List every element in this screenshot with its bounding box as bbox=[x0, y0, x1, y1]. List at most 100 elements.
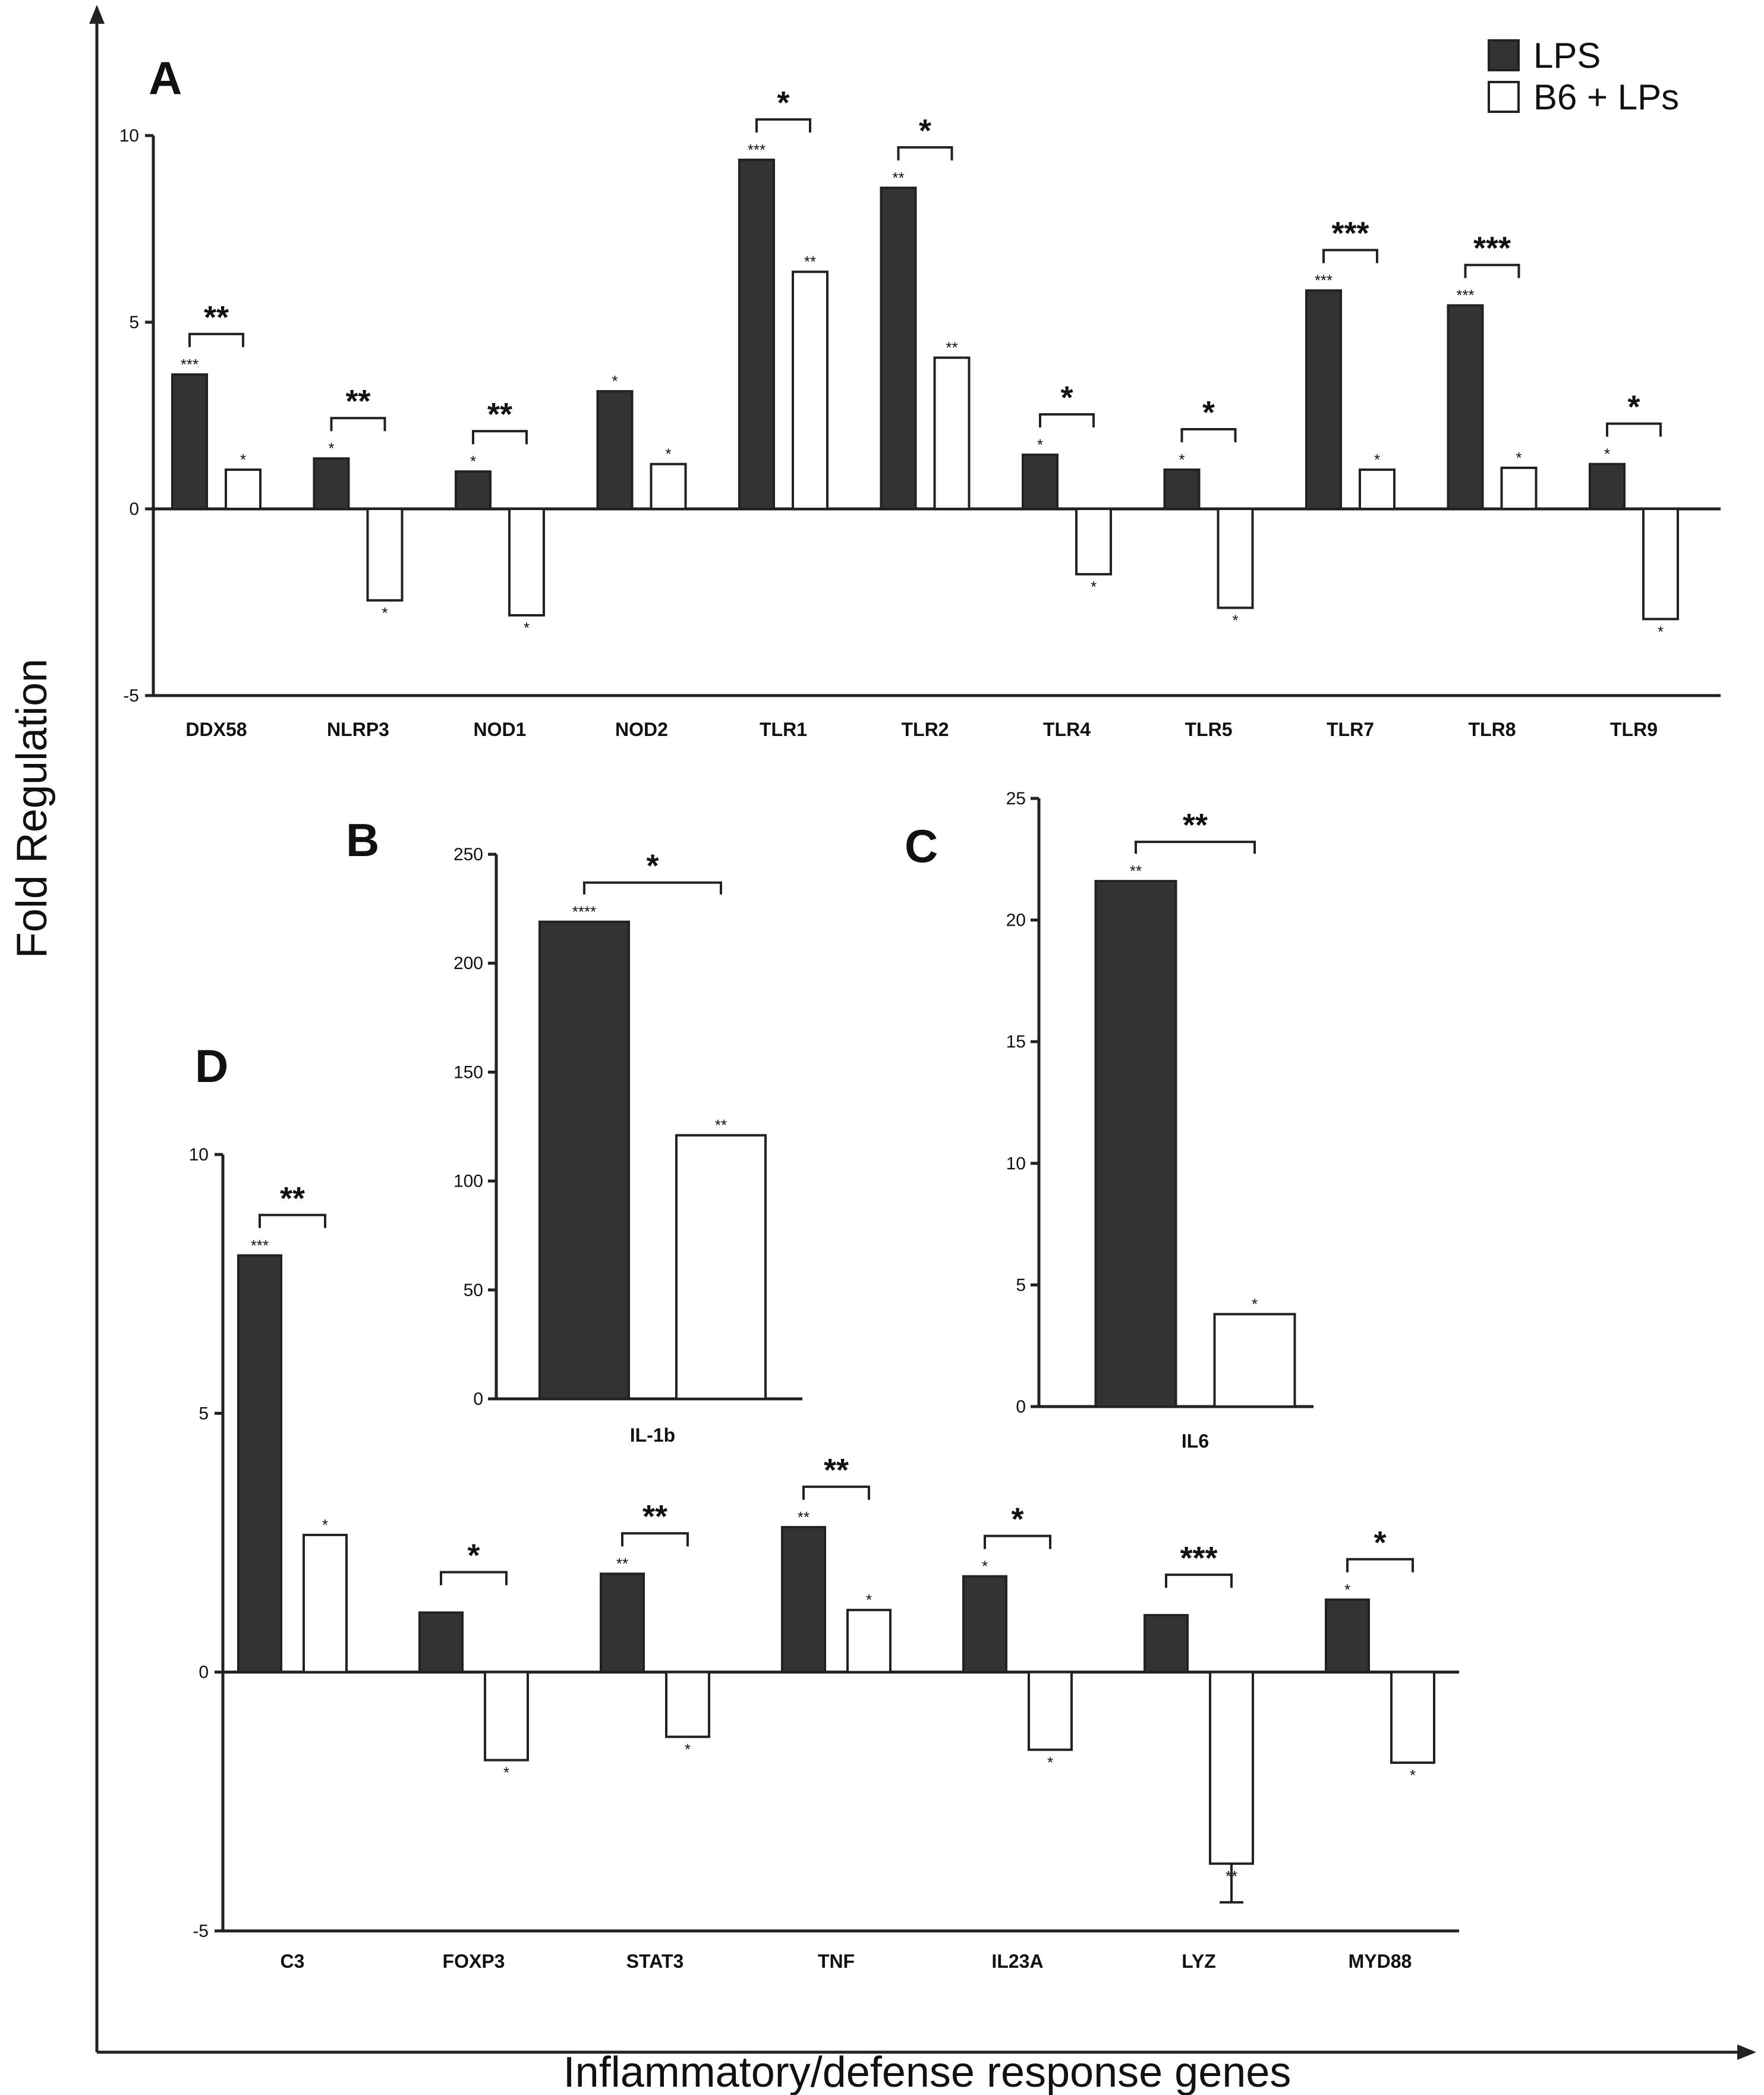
bracket-a-tlr2 bbox=[897, 146, 953, 161]
sig-b-il-1b-b6-lps: ** bbox=[715, 1116, 727, 1134]
bracket-sig-a-tlr4: * bbox=[1060, 380, 1073, 416]
sig-a-tlr2-b6-lps: ** bbox=[946, 339, 957, 357]
bracket-a-tlr5 bbox=[1180, 428, 1237, 443]
legend-label-b6-lps: B6 + LPs bbox=[1533, 77, 1679, 117]
figure-x-axis-title: Inflammatory/defense response genes bbox=[563, 2049, 1292, 2095]
sig-a-nod2-lps: * bbox=[612, 372, 618, 390]
sig-a-tlr8-lps: *** bbox=[1456, 287, 1474, 304]
bracket-a-tlr7 bbox=[1322, 248, 1378, 263]
bracket-sig-d-foxp3: * bbox=[467, 1538, 480, 1574]
panel-c-y-tick-label: 5 bbox=[1016, 1275, 1026, 1295]
category-label-d-myd88: MYD88 bbox=[1349, 1951, 1412, 1972]
panel-b-letter: B bbox=[346, 814, 379, 866]
figure-axes bbox=[89, 5, 1756, 2060]
panel-d-y-tick-label: 5 bbox=[199, 1404, 209, 1423]
bar-a-tlr1-b6-lps bbox=[792, 270, 829, 510]
bracket-a-ddx58 bbox=[188, 332, 244, 347]
panel-c-letter: C bbox=[905, 820, 938, 872]
sig-a-tlr5-lps: * bbox=[1179, 451, 1185, 468]
bracket-a-tlr1 bbox=[755, 118, 811, 133]
category-label-d-stat3: STAT3 bbox=[626, 1951, 684, 1972]
bar-a-tlr4-lps bbox=[1022, 453, 1059, 510]
bracket-sig-a-nlrp3: ** bbox=[345, 383, 370, 419]
category-label-a-nlrp3: NLRP3 bbox=[327, 719, 389, 740]
bracket-d-foxp3 bbox=[440, 1571, 508, 1586]
bracket-sig-d-stat3: ** bbox=[642, 1499, 667, 1534]
panel-c-y-tick-label: 15 bbox=[1006, 1032, 1026, 1052]
category-label-a-nod2: NOD2 bbox=[615, 719, 668, 740]
bar-b-il-1b-lps bbox=[538, 920, 630, 1400]
bar-c-il6-b6-lps bbox=[1213, 1313, 1296, 1408]
bar-a-tlr2-lps bbox=[880, 186, 917, 511]
panel-d: D-50510******C3**FOXP3*****STAT3*****TNF… bbox=[189, 1040, 1459, 1972]
sig-d-c3-lps: *** bbox=[251, 1237, 269, 1254]
panel-a: A-50510******DDX58****NLRP3****NOD1**NOD… bbox=[119, 52, 1721, 740]
panel-a-y-tick-label: -5 bbox=[123, 686, 139, 706]
bar-d-c3-lps bbox=[237, 1254, 282, 1674]
bracket-sig-d-il23a: * bbox=[1011, 1502, 1023, 1537]
bar-a-nod2-b6-lps bbox=[650, 463, 687, 511]
figure-y-axis-title: Fold Regulation bbox=[8, 659, 56, 958]
bar-d-lyz-b6-lps bbox=[1209, 1671, 1254, 1865]
bar-a-nlrp3-lps bbox=[313, 457, 350, 510]
bar-d-stat3-b6-lps bbox=[665, 1671, 710, 1738]
panel-b-y-tick-label: 150 bbox=[453, 1062, 483, 1082]
panel-d-y-tick-label: 10 bbox=[189, 1145, 209, 1165]
bar-a-tlr2-b6-lps bbox=[933, 356, 971, 510]
sig-d-tnf-b6-lps: * bbox=[866, 1591, 872, 1609]
bracket-sig-d-tnf: ** bbox=[824, 1452, 849, 1488]
bar-a-tlr9-b6-lps bbox=[1642, 508, 1679, 621]
bar-a-nod2-lps bbox=[596, 390, 634, 510]
panel-b-y-tick-label: 250 bbox=[453, 845, 483, 864]
figure-x-axis-arrow-icon bbox=[1737, 2044, 1756, 2060]
sig-a-ddx58-lps: *** bbox=[181, 356, 199, 373]
sig-d-stat3-lps: ** bbox=[616, 1555, 628, 1572]
bar-a-tlr9-lps bbox=[1589, 463, 1626, 511]
category-label-d-c3: C3 bbox=[281, 1951, 305, 1972]
sig-b-il-1b-lps: **** bbox=[572, 903, 596, 921]
sig-d-il23a-b6-lps: * bbox=[1047, 1753, 1053, 1771]
category-label-a-tlr9: TLR9 bbox=[1610, 719, 1658, 740]
sig-a-nlrp3-lps: * bbox=[328, 439, 334, 457]
panel-a-y-tick-label: 0 bbox=[129, 499, 139, 519]
category-label-a-nod1: NOD1 bbox=[474, 719, 527, 740]
panel-c-y-tick-label: 20 bbox=[1006, 911, 1026, 930]
bar-b-il-1b-b6-lps bbox=[675, 1134, 767, 1400]
sig-a-tlr7-lps: *** bbox=[1315, 272, 1333, 290]
legend-swatch-lps bbox=[1488, 39, 1520, 71]
panel-c-y-tick-label: 10 bbox=[1006, 1154, 1026, 1174]
sig-d-foxp3-b6-lps: * bbox=[503, 1764, 509, 1782]
bar-d-c3-b6-lps bbox=[303, 1533, 348, 1674]
bar-a-tlr8-lps bbox=[1447, 304, 1484, 510]
bar-a-nlrp3-b6-lps bbox=[366, 508, 404, 602]
sig-a-nod1-lps: * bbox=[470, 452, 476, 470]
category-label-d-il23a: IL23A bbox=[991, 1951, 1043, 1972]
bracket-sig-d-c3: ** bbox=[280, 1181, 305, 1216]
sig-a-tlr9-b6-lps: * bbox=[1658, 622, 1664, 640]
bracket-d-myd88 bbox=[1346, 1558, 1414, 1572]
sig-a-tlr1-b6-lps: ** bbox=[804, 253, 816, 270]
bar-d-tnf-lps bbox=[781, 1525, 826, 1674]
category-label-a-tlr4: TLR4 bbox=[1043, 719, 1091, 740]
bracket-d-lyz bbox=[1165, 1573, 1233, 1588]
category-label-c-il6: IL6 bbox=[1182, 1430, 1209, 1452]
bar-a-ddx58-lps bbox=[171, 373, 208, 510]
category-label-a-tlr7: TLR7 bbox=[1327, 719, 1374, 740]
sig-a-tlr4-b6-lps: * bbox=[1091, 578, 1097, 596]
bracket-sig-b-il-1b: * bbox=[646, 848, 659, 884]
bracket-d-tnf bbox=[802, 1485, 870, 1500]
legend-label-lps: LPS bbox=[1533, 36, 1601, 76]
category-label-a-tlr1: TLR1 bbox=[760, 719, 807, 740]
bar-a-tlr1-lps bbox=[738, 158, 775, 510]
bracket-sig-a-tlr7: *** bbox=[1331, 216, 1369, 251]
bracket-b-il-1b bbox=[583, 881, 722, 895]
sig-a-nod2-b6-lps: * bbox=[665, 445, 671, 463]
legend: LPS B6 + LPs bbox=[1488, 36, 1679, 117]
category-label-d-lyz: LYZ bbox=[1182, 1951, 1216, 1972]
category-label-a-tlr8: TLR8 bbox=[1469, 719, 1516, 740]
category-label-a-tlr5: TLR5 bbox=[1185, 719, 1233, 740]
panel-a-y-tick-label: 5 bbox=[129, 313, 139, 332]
sig-a-tlr2-lps: ** bbox=[892, 169, 904, 187]
